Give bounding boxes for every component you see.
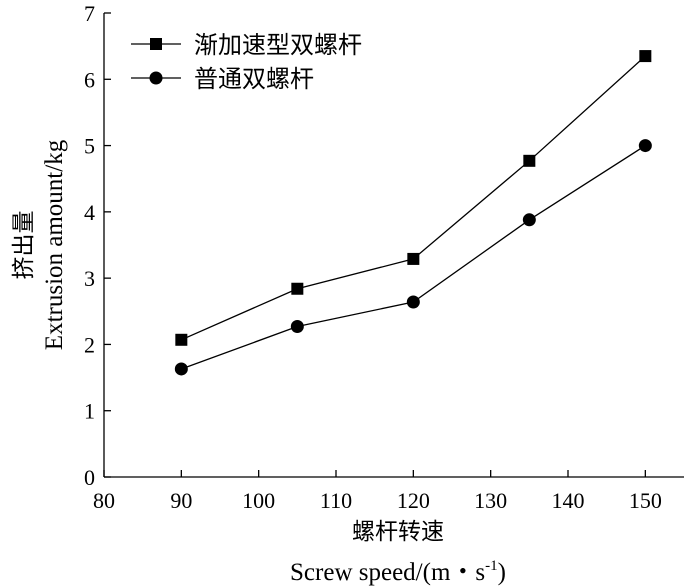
legend-marker-square bbox=[150, 38, 162, 50]
x-tick-label: 80 bbox=[93, 488, 115, 513]
data-point-circle bbox=[522, 213, 536, 227]
y-axis-label-en: Extrusion amount/kg bbox=[41, 139, 68, 350]
data-point-square bbox=[639, 50, 652, 63]
data-point-circle bbox=[174, 362, 188, 376]
x-tick-label: 130 bbox=[474, 488, 507, 513]
data-point-square bbox=[523, 154, 536, 167]
y-axis-label-cn: 挤出量 bbox=[11, 211, 37, 280]
legend-item-series-2: 普通双螺杆 bbox=[131, 65, 314, 93]
y-tick-label: 3 bbox=[84, 266, 95, 291]
x-axis-label-en-superscript: -1 bbox=[485, 558, 498, 574]
data-point-square bbox=[291, 282, 304, 295]
y-tick-label: 2 bbox=[84, 332, 95, 357]
x-tick-label: 120 bbox=[397, 488, 430, 513]
series-layer bbox=[174, 50, 652, 376]
y-tick-label: 5 bbox=[84, 134, 95, 159]
x-ticks: 80 90 100 110 120 130 140 150 bbox=[93, 470, 662, 513]
data-point-circle bbox=[290, 320, 304, 334]
x-tick-label: 100 bbox=[242, 488, 275, 513]
x-tick-label: 150 bbox=[629, 488, 662, 513]
y-tick-label: 0 bbox=[84, 465, 95, 490]
axes bbox=[103, 13, 684, 478]
y-tick-label: 4 bbox=[84, 200, 95, 225]
x-tick-label: 90 bbox=[170, 488, 192, 513]
x-axis-label-en: Screw speed/(m・s-1) bbox=[290, 558, 506, 586]
x-axis-label-en-main: Screw speed/(m・s bbox=[290, 559, 485, 586]
legend: 渐加速型双螺杆 普通双螺杆 bbox=[131, 31, 362, 93]
legend-item-series-1: 渐加速型双螺杆 bbox=[131, 31, 362, 59]
legend-label-series-1: 渐加速型双螺杆 bbox=[194, 31, 362, 59]
data-point-circle bbox=[406, 295, 420, 309]
x-tick-label: 110 bbox=[320, 488, 352, 513]
legend-marker-circle bbox=[149, 71, 163, 85]
x-axis-label-cn: 螺杆转速 bbox=[352, 519, 444, 545]
x-tick-label: 140 bbox=[552, 488, 585, 513]
data-point-square bbox=[407, 252, 420, 265]
y-tick-label: 7 bbox=[84, 1, 95, 26]
x-axis-label-en-close: ) bbox=[498, 559, 506, 586]
y-ticks: 0 1 2 3 4 5 6 7 bbox=[84, 1, 111, 490]
y-tick-label: 1 bbox=[84, 399, 95, 424]
data-point-square bbox=[175, 333, 188, 346]
data-point-circle bbox=[638, 139, 652, 153]
legend-label-series-2: 普通双螺杆 bbox=[194, 65, 314, 93]
y-tick-label: 6 bbox=[84, 67, 95, 92]
